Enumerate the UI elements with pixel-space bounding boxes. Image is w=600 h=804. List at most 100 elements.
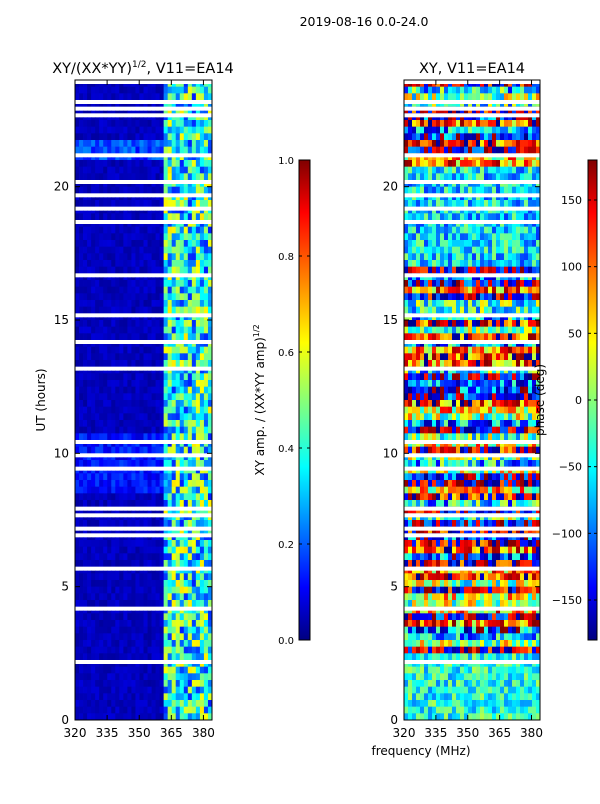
heatmap-cell [524,247,528,254]
heatmap-cell [144,111,148,114]
heatmap-cell [196,104,200,107]
heatmap-cell [156,277,160,280]
heatmap-cell [496,360,500,367]
heatmap-cell [176,573,180,580]
heatmap-cell [200,707,204,714]
heatmap-cell [91,613,95,620]
heatmap-cell [95,184,99,187]
heatmap-cell [192,267,196,274]
heatmap-cell [524,280,528,287]
heatmap-cell [123,93,127,100]
heatmap-cell [464,160,468,167]
heatmap-cell [200,307,204,314]
heatmap-cell [99,593,103,600]
heatmap-cell [200,260,204,267]
heatmap-cell [139,573,143,580]
heatmap-cell [204,347,208,354]
heatmap-cell [123,547,127,554]
heatmap-cell [111,520,115,527]
heatmap-cell [188,707,192,714]
heatmap-cell [180,707,184,714]
heatmap-cell [115,387,119,394]
heatmap-cell [107,167,111,174]
heatmap-cell [99,353,103,360]
heatmap-cell [188,560,192,567]
heatmap-cell [148,200,152,207]
heatmap-cell [428,233,432,240]
heatmap-cell [176,160,180,167]
heatmap-cell [520,320,524,327]
heatmap-cell [79,531,83,534]
heatmap-cell [524,87,528,94]
heatmap-cell [164,511,168,514]
heatmap-cell [144,460,148,467]
heatmap-cell [152,247,156,254]
heatmap-cell [115,224,119,227]
heatmap-cell [87,373,91,380]
heatmap-cell [107,693,111,700]
heatmap-cell [83,347,87,354]
heatmap-cell [127,587,131,594]
heatmap-cell [428,87,432,94]
heatmap-cell [123,373,127,380]
heatmap-cell [200,427,204,434]
heatmap-cell [460,187,464,194]
heatmap-cell [99,387,103,394]
heatmap-cell [164,713,168,720]
heatmap-cell [500,253,504,260]
heatmap-cell [188,211,192,214]
heatmap-cell [416,233,420,240]
heatmap-cell [160,187,164,194]
heatmap-cell [168,653,172,660]
heatmap-cell [524,120,528,127]
heatmap-cell [95,213,99,220]
heatmap-cell [156,700,160,707]
heatmap-cell [172,560,176,567]
heatmap-cell [480,140,484,147]
heatmap-cell [196,140,200,147]
heatmap-cell [204,571,208,574]
heatmap-cell [512,167,516,174]
heatmap-cell [528,387,532,394]
heatmap-cell [87,647,91,654]
heatmap-cell [172,240,176,247]
heatmap-cell [152,673,156,680]
heatmap-cell [75,580,79,587]
heatmap-cell [144,260,148,267]
heatmap-cell [456,253,460,260]
heatmap-cell [184,573,188,580]
heatmap-cell [464,293,468,300]
heatmap-cell [508,380,512,387]
heatmap-cell [508,247,512,254]
heatmap-cell [119,287,123,294]
heatmap-cell [444,380,448,387]
heatmap-cell [148,300,152,307]
heatmap-cell [516,133,520,140]
heatmap-cell [135,104,139,107]
heatmap-cell [103,293,107,300]
heatmap-cell [196,300,200,307]
heatmap-cell [119,140,123,147]
heatmap-cell [95,140,99,147]
heatmap-cell [83,380,87,387]
heatmap-cell [139,167,143,174]
heatmap-cell [160,87,164,94]
heatmap-cell [480,147,484,154]
heatmap-cell [131,680,135,687]
heatmap-cell [115,93,119,100]
heatmap-cell [123,531,127,534]
heatmap-cell [412,333,416,340]
heatmap-cell [156,211,160,214]
heatmap-cell [528,227,532,234]
heatmap-cell [520,227,524,234]
heatmap-cell [456,127,460,134]
heatmap-cell [404,160,408,167]
heatmap-cell [508,307,512,314]
heatmap-cell [436,187,440,194]
heatmap-cell [135,413,139,420]
heatmap-cell [144,627,148,634]
heatmap-cell [95,587,99,594]
heatmap-cell [95,160,99,167]
heatmap-cell [168,157,172,160]
heatmap-cell [420,167,424,174]
